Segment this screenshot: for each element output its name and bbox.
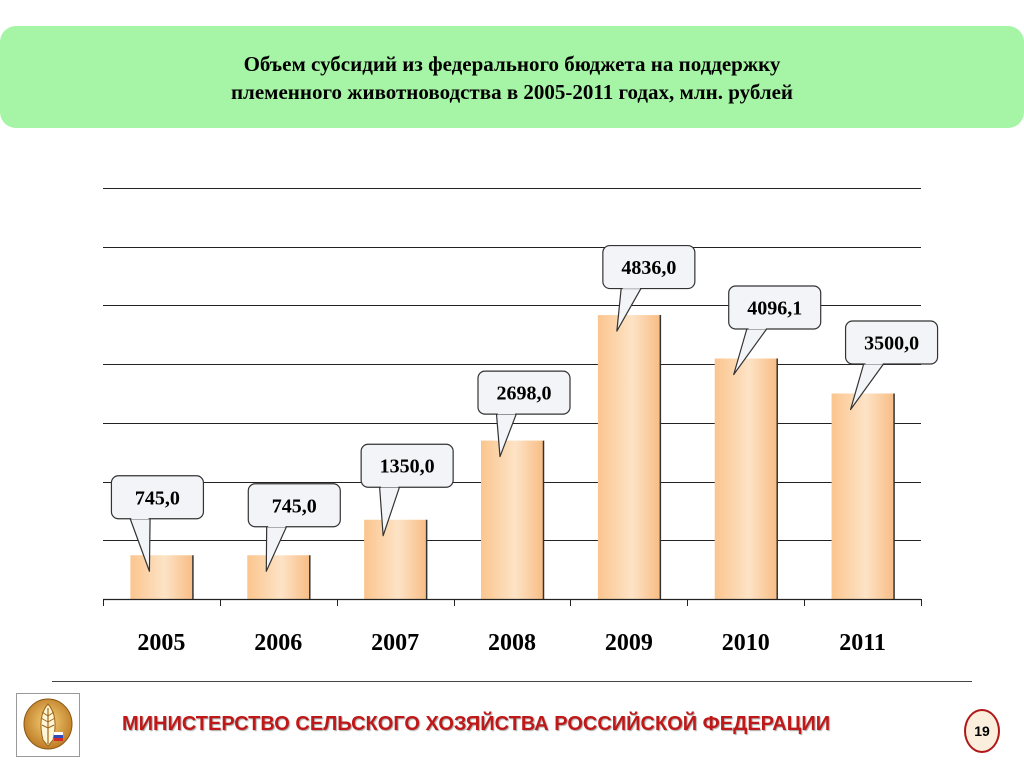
bar [247, 555, 310, 599]
data-label: 4836,0 [621, 257, 676, 279]
bar [130, 555, 193, 599]
data-label-callout: 4836,0 [602, 244, 696, 332]
chart-title-line-1: Объем субсидий из федерального бюджета н… [243, 52, 781, 76]
callout-box [360, 443, 454, 488]
x-tick-label: 2005 [137, 630, 185, 656]
data-label-callout: 1350,0 [360, 443, 454, 537]
page-number-badge: 19 [964, 709, 1000, 753]
data-label: 4096,1 [747, 298, 802, 320]
callout-box [110, 475, 205, 520]
bar [714, 358, 777, 599]
callout-box [602, 244, 696, 290]
data-label-callout: 3500,0 [844, 320, 939, 411]
chart-title-line-2: племенного животноводства в 2005-2011 го… [230, 80, 794, 104]
data-label-callout: 745,0 [247, 483, 341, 572]
bar-chart: 2005 2006 2007 2008 2009 2010 2011 745,0 745,0 1… [103, 188, 939, 656]
x-tick-label: 2011 [839, 630, 886, 656]
data-label: 1350,0 [380, 456, 435, 478]
title-banner: Объем субсидий из федерального бюджета н… [0, 26, 1024, 128]
ministry-emblem-icon [16, 693, 80, 757]
bars [130, 315, 895, 599]
data-label-callouts: 745,0 745,0 1350,0 2698,0 4836,0 4096,1 3500,0 [110, 244, 939, 572]
page-number: 19 [974, 723, 990, 739]
data-label: 3500,0 [864, 333, 919, 355]
callout-box [477, 370, 571, 415]
x-tick-label: 2010 [722, 630, 770, 656]
callout-box [247, 483, 341, 528]
ministry-name: МИНИСТЕРСТВО СЕЛЬСКОГО ХОЗЯЙСТВА РОССИЙС… [122, 713, 831, 735]
x-tick-label: 2009 [605, 630, 653, 656]
data-label-callout: 745,0 [110, 475, 205, 572]
callout-box [844, 320, 939, 365]
data-label: 745,0 [272, 495, 317, 517]
data-label-callout: 4096,1 [728, 285, 822, 376]
data-label: 745,0 [135, 487, 180, 509]
data-label: 2698,0 [497, 383, 552, 405]
x-tick-label: 2007 [371, 630, 419, 656]
x-tick-label: 2006 [254, 630, 302, 656]
x-tick-label: 2008 [488, 630, 536, 656]
footer-divider [52, 681, 972, 682]
callout-box [728, 285, 822, 330]
bar [831, 393, 894, 599]
x-axis: 2005 2006 2007 2008 2009 2010 2011 [103, 598, 922, 656]
bar [597, 315, 660, 599]
bar [481, 440, 543, 599]
bar [364, 519, 427, 599]
data-label-callout: 2698,0 [477, 370, 571, 458]
